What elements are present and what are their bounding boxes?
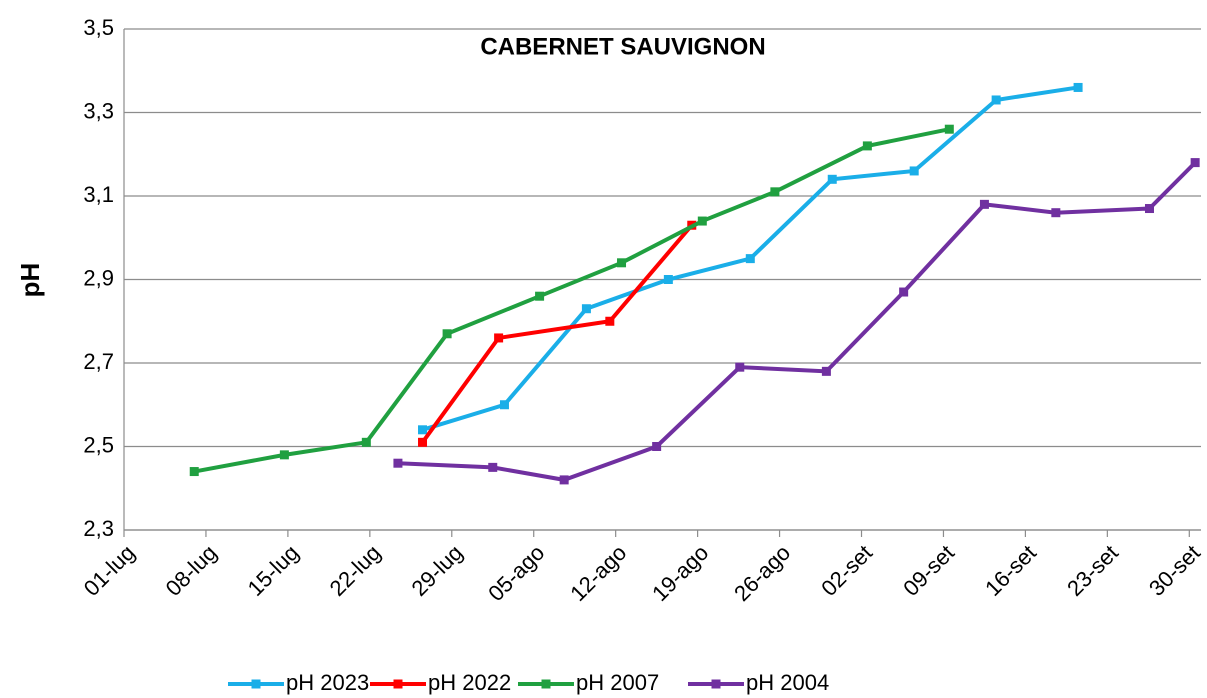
point-marker: [770, 187, 780, 197]
legend-item: pH 2007: [518, 670, 659, 695]
y-axis-label: pH: [15, 263, 45, 298]
x-tick-label: 19-ago: [647, 540, 713, 606]
point-marker: [821, 366, 831, 376]
legend-label: pH 2023: [286, 670, 369, 695]
point-marker: [418, 437, 428, 447]
legend-marker: [251, 679, 261, 689]
point-marker: [559, 475, 569, 485]
point-marker: [944, 124, 954, 134]
point-marker: [1051, 208, 1061, 218]
x-tick-label: 05-ago: [483, 540, 549, 606]
x-tick-label: 01-lug: [79, 540, 140, 601]
point-marker: [909, 166, 919, 176]
point-marker: [442, 329, 452, 339]
point-marker: [827, 174, 837, 184]
point-marker: [991, 95, 1001, 105]
point-marker: [393, 458, 403, 468]
point-marker: [605, 316, 615, 326]
legend-item: pH 2004: [688, 670, 829, 695]
x-tick-label: 16-set: [980, 540, 1041, 601]
y-tick-label: 2,3: [83, 516, 114, 541]
point-marker: [652, 442, 662, 451]
x-tick-label: 02-set: [816, 540, 877, 601]
point-marker: [535, 291, 545, 301]
legend-label: pH 2022: [428, 670, 511, 695]
point-marker: [189, 467, 199, 477]
point-marker: [1190, 158, 1200, 168]
point-marker: [745, 254, 755, 264]
y-tick-label: 2,7: [83, 349, 114, 374]
legend-label: pH 2007: [576, 670, 659, 695]
x-tick-label: 09-set: [898, 540, 959, 601]
point-marker: [581, 304, 591, 314]
y-tick-label: 3,3: [83, 98, 114, 123]
x-tick-label: 26-ago: [729, 540, 795, 606]
point-marker: [279, 450, 289, 460]
point-marker: [979, 199, 989, 209]
point-marker: [361, 437, 371, 447]
x-tick-label: 22-lug: [325, 540, 386, 601]
y-tick-label: 2,9: [83, 265, 114, 290]
point-marker: [499, 400, 509, 410]
x-tick-label: 29-lug: [407, 540, 468, 601]
y-tick-label: 3,5: [83, 15, 114, 40]
point-marker: [1144, 204, 1154, 214]
legend-label: pH 2004: [746, 670, 829, 695]
point-marker: [735, 362, 745, 372]
legend-item: pH 2023: [228, 670, 369, 695]
chart-title: CABERNET SAUVIGNON: [480, 33, 765, 60]
x-tick-label: 08-lug: [161, 540, 222, 601]
y-tick-label: 2,5: [83, 432, 114, 457]
point-marker: [862, 141, 872, 151]
point-marker: [617, 258, 627, 268]
legend-marker: [393, 679, 403, 689]
point-marker: [1073, 82, 1083, 92]
series-line: [420, 223, 694, 444]
x-tick-label: 23-set: [1062, 540, 1123, 601]
series-line: [397, 161, 1197, 482]
legend-marker: [711, 679, 721, 689]
y-tick-label: 3,1: [83, 182, 114, 207]
point-marker: [418, 425, 428, 435]
point-marker: [663, 275, 673, 284]
x-tick-label: 30-set: [1144, 540, 1205, 601]
point-marker: [899, 287, 909, 297]
series-line: [193, 127, 950, 474]
legend-item: pH 2022: [370, 670, 511, 695]
x-tick-label: 12-ago: [565, 540, 631, 606]
x-tick-label: 15-lug: [243, 540, 304, 601]
point-marker: [488, 462, 498, 472]
point-marker: [697, 216, 707, 226]
point-marker: [494, 333, 504, 343]
legend-marker: [541, 679, 551, 689]
